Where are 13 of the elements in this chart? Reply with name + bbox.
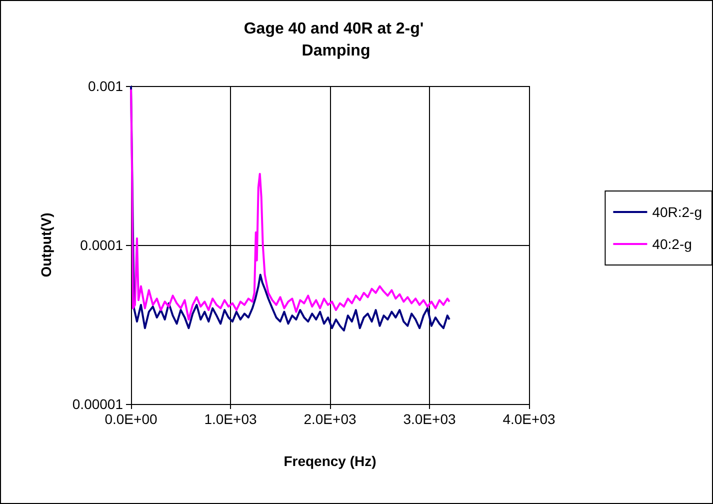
y-tick-label: 0.00001 [72,396,124,412]
legend-label: 40:2-g [652,236,692,252]
y-tick-label: 0.001 [88,78,124,94]
legend-label: 40R:2-g [652,204,702,220]
y-axis-title: Output(V) [38,212,54,278]
x-tick-label: 2.0E+03 [304,411,356,427]
x-tick-label: 0.0E+00 [104,411,158,427]
y-tick-label: 0.0001 [80,237,124,253]
x-tick-label: 3.0E+03 [403,411,456,427]
x-tick-label: 1.0E+03 [204,411,257,427]
chart-title: Gage 40 and 40R at 2-g' Damping [244,20,428,60]
x-tick-label: 4.0E+03 [502,411,556,427]
x-axis-title: Freqency (Hz) [284,453,376,469]
